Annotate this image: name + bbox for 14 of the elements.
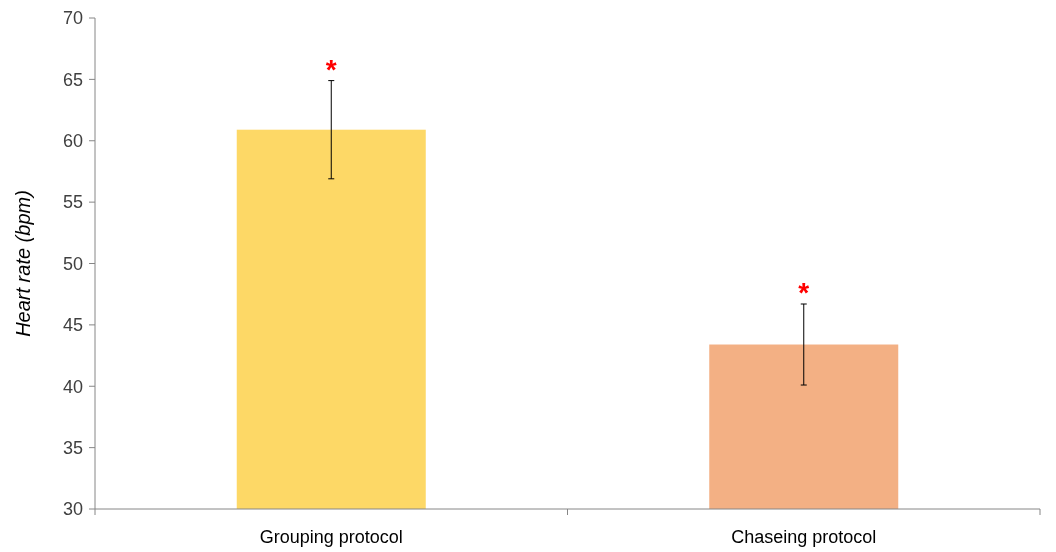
y-tick-label: 45 (62, 315, 83, 336)
y-tick-label: 70 (62, 8, 83, 29)
annotation: * (798, 277, 810, 309)
x-tick-label: Grouping protocol (259, 527, 403, 547)
y-tick-label: 40 (62, 376, 83, 397)
y-tick-label: 35 (62, 437, 83, 458)
y-tick-label: 30 (62, 499, 83, 520)
y-tick-label: 50 (62, 253, 83, 274)
y-axis-title: Heart rate (bpm) (12, 190, 34, 337)
y-tick-label: 65 (62, 69, 83, 90)
annotation: * (325, 53, 337, 85)
y-tick-label: 60 (62, 131, 83, 152)
x-tick-label: Chaseing protocol (731, 527, 877, 547)
y-tick-label: 55 (62, 192, 83, 213)
